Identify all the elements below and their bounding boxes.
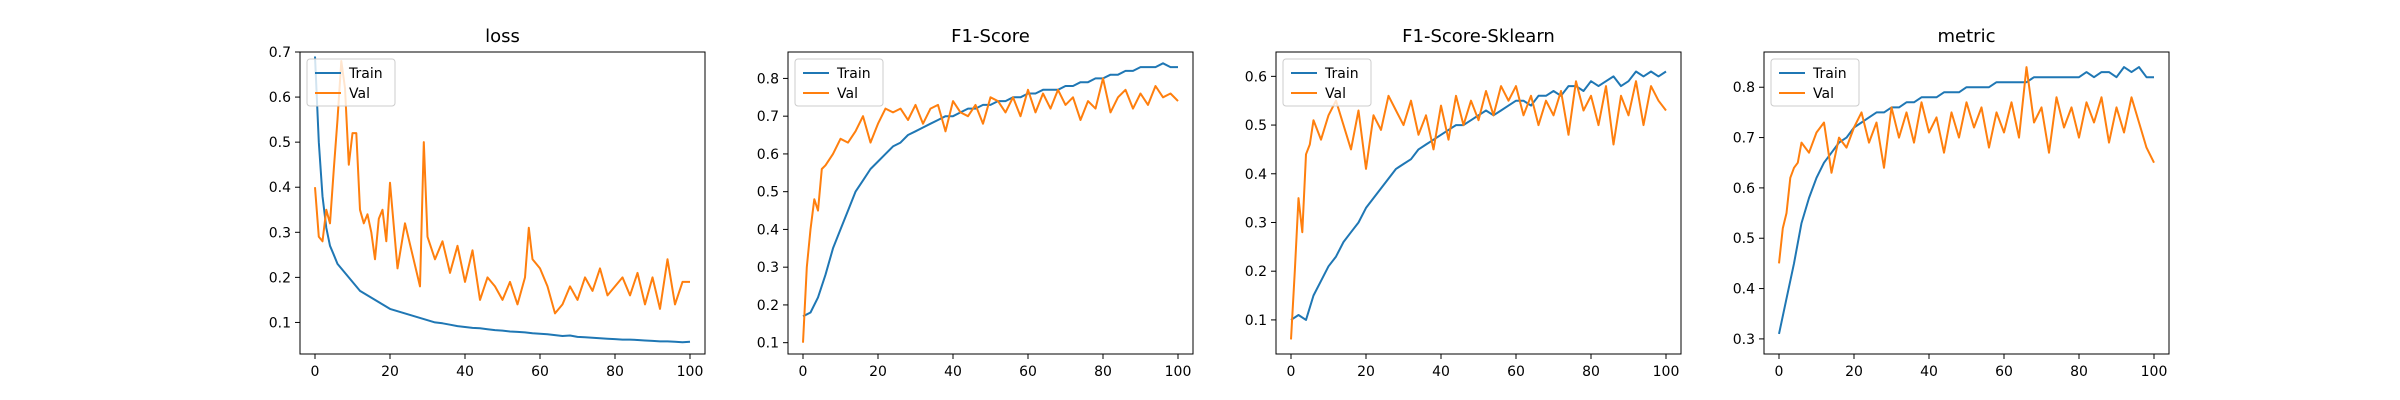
chart-panel: F1-Score 0 20 40 60 80 100 0.1 0.2 0.3 0.4 0.5 0.6 0.… (757, 26, 1194, 380)
legend: Train Val (306, 58, 396, 107)
y-tick-label: 0.8 (757, 71, 779, 87)
legend-label-train: Train (1324, 66, 1359, 82)
legend: Train Val (1282, 58, 1372, 107)
y-tick-label: 0.2 (1245, 264, 1267, 280)
series-line-val (314, 60, 690, 315)
y-tick-label: 0.3 (1245, 215, 1267, 231)
legend-label-val: Val (1325, 86, 1346, 102)
x-tick-label: 0 (1775, 364, 1784, 380)
series-line-train (1290, 70, 1667, 321)
y-tick-label: 0.5 (1733, 231, 1755, 247)
y-tick-label: 0.6 (1245, 69, 1267, 85)
y-tick-label: 0.6 (1733, 181, 1755, 197)
y-tick-label: 0.5 (1245, 118, 1267, 134)
series-line-val (1290, 80, 1667, 340)
legend-label-val: Val (1813, 86, 1834, 102)
axes-frame (787, 51, 1194, 355)
y-tick-label: 0.7 (1733, 131, 1755, 147)
y-tick-label: 0.1 (269, 315, 291, 331)
x-tick-label: 0 (1287, 364, 1296, 380)
y-tick-label: 0.7 (757, 109, 779, 125)
series-line-val (1778, 66, 2155, 264)
y-tick-label: 0.6 (269, 90, 291, 106)
series-line-train (314, 56, 691, 344)
x-tick-label: 80 (606, 364, 624, 380)
x-tick-label: 80 (1094, 364, 1112, 380)
series-line-val (802, 77, 1179, 343)
legend-label-val: Val (349, 86, 370, 102)
y-tick-label: 0.4 (1245, 167, 1267, 183)
x-tick-label: 100 (1653, 364, 1680, 380)
x-tick-label: 20 (381, 364, 399, 380)
x-tick-label: 60 (1019, 364, 1037, 380)
x-tick-label: 20 (1845, 364, 1863, 380)
x-tick-label: 20 (869, 364, 887, 380)
y-tick-label: 0.3 (269, 225, 291, 241)
x-tick-label: 0 (311, 364, 320, 380)
x-tick-label: 100 (677, 364, 704, 380)
chart-panel: metric 0 20 40 60 80 100 0.3 0.4 0.5 0.6 0.7 0.8 Trai… (1733, 26, 2170, 380)
chart-title: F1-Score (951, 26, 1030, 47)
x-tick-label: 100 (2141, 364, 2168, 380)
y-tick-label: 0.5 (269, 135, 291, 151)
axes-frame (1275, 51, 1682, 355)
chart-title: F1-Score-Sklearn (1402, 26, 1555, 47)
x-tick-label: 100 (1165, 364, 1192, 380)
chart-title: metric (1938, 26, 1996, 47)
axes-frame (299, 51, 706, 355)
legend-label-train: Train (1812, 66, 1847, 82)
x-tick-label: 40 (1920, 364, 1938, 380)
x-tick-label: 40 (1432, 364, 1450, 380)
y-tick-label: 0.4 (269, 180, 291, 196)
legend: Train Val (794, 58, 884, 107)
y-tick-label: 0.5 (757, 185, 779, 201)
legend-box (1770, 58, 1860, 107)
y-tick-label: 0.3 (1733, 332, 1755, 348)
x-tick-label: 40 (456, 364, 474, 380)
legend-label-val: Val (837, 86, 858, 102)
x-tick-label: 40 (944, 364, 962, 380)
y-tick-label: 0.2 (757, 298, 779, 314)
chart-title: loss (485, 26, 520, 47)
y-tick-label: 0.2 (269, 270, 291, 286)
legend-box (306, 58, 396, 107)
y-tick-label: 0.6 (757, 147, 779, 163)
axes-frame (1763, 51, 2170, 355)
x-tick-label: 60 (1995, 364, 2013, 380)
y-tick-label: 0.1 (757, 336, 779, 352)
y-tick-label: 0.4 (757, 222, 779, 238)
y-tick-label: 0.4 (1733, 282, 1755, 298)
chart-panel: loss 0 20 40 60 80 100 0.1 0.2 0.3 0.4 0.5 0.6 0.7 Tra… (269, 26, 706, 380)
y-tick-label: 0.7 (269, 45, 291, 61)
x-tick-label: 20 (1357, 364, 1375, 380)
y-tick-label: 0.3 (757, 260, 779, 276)
legend-label-train: Train (836, 66, 871, 82)
series-line-train (802, 62, 1178, 318)
x-tick-label: 80 (2070, 364, 2088, 380)
x-tick-label: 80 (1582, 364, 1600, 380)
legend-box (794, 58, 884, 107)
x-tick-label: 60 (1507, 364, 1525, 380)
chart-panel: F1-Score-Sklearn 0 20 40 60 80 100 0.1 0.2 0.3 0.4… (1245, 26, 1682, 380)
legend-label-train: Train (348, 66, 383, 82)
legend-box (1282, 58, 1372, 107)
y-tick-label: 0.1 (1245, 313, 1267, 329)
x-tick-label: 0 (799, 364, 808, 380)
legend: Train Val (1770, 58, 1860, 107)
y-tick-label: 0.8 (1733, 80, 1755, 96)
x-tick-label: 60 (531, 364, 549, 380)
